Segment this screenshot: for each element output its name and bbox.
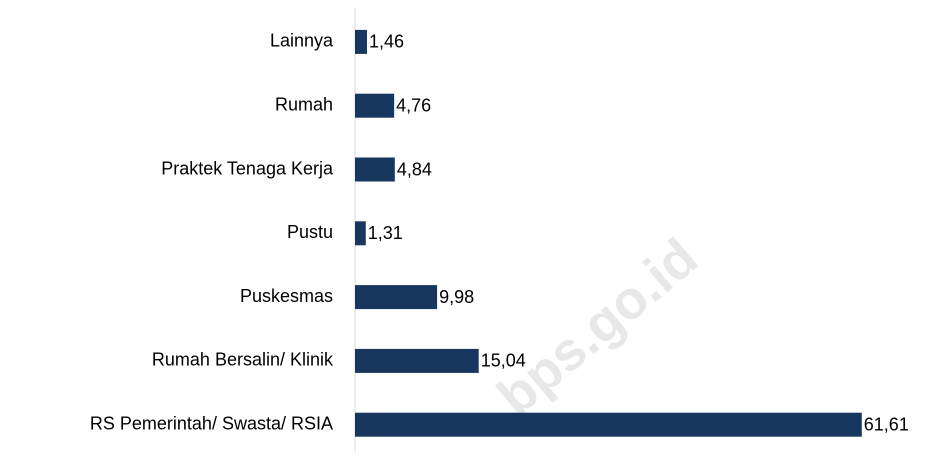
category-label: Rumah	[275, 94, 333, 114]
watermark: bps.go.id	[486, 227, 708, 427]
bar	[355, 412, 862, 437]
value-label: 4,76	[396, 95, 431, 115]
category-label: Pustu	[287, 222, 333, 242]
value-label: 15,04	[481, 351, 526, 371]
bar	[355, 348, 479, 373]
bar	[355, 93, 395, 118]
bar	[355, 157, 395, 182]
bar	[355, 29, 368, 54]
bar	[355, 221, 366, 246]
value-label: 4,84	[397, 159, 432, 179]
value-label: 1,31	[368, 223, 403, 243]
value-label: 9,98	[439, 287, 474, 307]
value-label: 61,61	[864, 414, 909, 434]
value-label: 1,46	[369, 32, 404, 52]
bar	[355, 285, 438, 310]
category-label: RS Pemerintah/ Swasta/ RSIA	[90, 413, 333, 433]
category-label: Rumah Bersalin/ Klinik	[152, 350, 334, 370]
category-label: Puskesmas	[240, 286, 333, 306]
category-label: Praktek Tenaga Kerja	[161, 158, 334, 178]
category-label: Lainnya	[270, 31, 334, 51]
